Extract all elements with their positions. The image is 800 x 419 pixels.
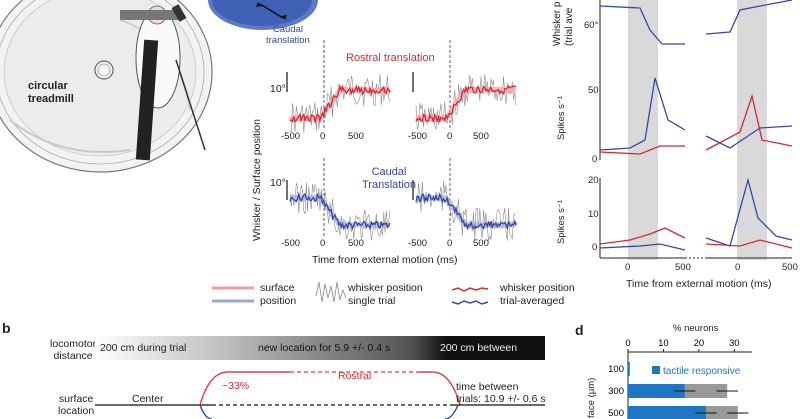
caudal-right-average [415, 192, 517, 231]
right-whisker-blue-left [599, 5, 685, 45]
x-tick-rt-neg500: -500 [281, 131, 301, 142]
right-tick-10: 10 [588, 209, 599, 220]
right-spikes-red-1 [599, 145, 685, 155]
panel-d-xtick-label-10: 10 [658, 338, 669, 349]
surface-location-label: surface location [58, 393, 95, 417]
new-location-label: new location for 5.9 +/- 0.4 s [258, 342, 391, 354]
right-x-label: Time from external motion (ms) [626, 278, 772, 290]
x-tick-r-neg500: -500 [408, 238, 428, 249]
between-label: 200 cm between [440, 342, 518, 354]
scale-top: 10° [270, 83, 286, 95]
x-tick-rtr-neg500: -500 [408, 131, 428, 142]
right-tick-0: 0 [592, 154, 598, 165]
panel-d-xtick-label-0: 0 [625, 338, 630, 349]
right-spikes-red-2b [705, 239, 793, 249]
right-whisker-blue-right [705, 0, 793, 35]
legend-whisker-position-1: whisker position [348, 282, 423, 294]
x-tick-rtr-500: 500 [473, 131, 489, 142]
panel-d-bar-tactile-500 [628, 406, 706, 419]
legend-single-trial-swatch [315, 281, 347, 303]
panel-d-label: d [575, 322, 584, 338]
x-tick-rt-0: 0 [320, 131, 326, 142]
legend-position: position [260, 295, 297, 307]
time-between-label: time between trials: 10.9 +/- 0.6 s [456, 381, 546, 405]
panel-d-xtick-label-30: 30 [729, 338, 740, 349]
right-x-tick-0a: 0 [625, 262, 631, 273]
legend-surface: surface [260, 282, 295, 294]
legend-whisker-red-swatch [451, 287, 489, 292]
caudal-globe [208, 0, 318, 30]
rostral-left-average [289, 84, 391, 125]
rostral-right-average [415, 84, 517, 124]
center-label: Center [132, 393, 164, 405]
panel-d-bar-tactile-100 [628, 362, 630, 376]
treadmill-label: circular treadmill [28, 80, 74, 105]
locomotor-gradient-bar [95, 336, 545, 360]
panel-d-category-300: 300 [608, 386, 624, 397]
legend-trial-averaged: trial-averaged [500, 295, 565, 307]
right-spikes-blue-2 [599, 243, 686, 251]
right-tick-50: 50 [588, 85, 599, 96]
right-angle-tick: 60° [584, 20, 599, 31]
x-tick-l-500: 500 [348, 238, 364, 249]
right-x-tick-500b: 500 [782, 262, 798, 273]
stimulus-shade-right [737, 0, 767, 260]
caudal-translation-label: Caudal translation [266, 24, 310, 46]
whisker-pole [175, 59, 206, 151]
x-tick-rtr-0: 0 [447, 131, 453, 142]
right-spikes-red-2 [599, 227, 686, 245]
caudal-title: Caudal Translation [362, 166, 417, 191]
caudal-left-average [289, 191, 391, 231]
right-tick-20: 20 [588, 175, 599, 186]
right-spikes-blue-1b [705, 125, 793, 149]
treadmill-arm [135, 39, 159, 161]
rostral-return [420, 371, 461, 406]
scale-bottom: 10° [270, 177, 286, 189]
locomotor-label: locomotor distance [50, 338, 97, 362]
panel-d-category-100: 100 [608, 364, 624, 375]
panel-d-xlabel: % neurons [673, 323, 719, 334]
legend-whisker-blue-swatch [451, 300, 489, 305]
panel-d-legend-text: tactile responsive [663, 366, 741, 377]
right-tick-0b: 0 [592, 242, 598, 253]
x-tick-l-0: 0 [320, 238, 326, 249]
panel-d-category-500: 500 [608, 408, 624, 419]
x-tick-rt-500: 500 [348, 131, 364, 142]
x-tick-r-500: 500 [473, 238, 489, 249]
legend-single-trial: single trial [348, 295, 396, 307]
right-spikes-red-1b [705, 93, 793, 151]
traces-x-label: Time from external motion (ms) [312, 254, 458, 266]
rostral-path [199, 371, 290, 406]
panel-d-xtick-label-20: 20 [694, 338, 705, 349]
panel-b-label: b [2, 320, 11, 336]
percent-label: ~33% [222, 380, 250, 392]
right-x-tick-0b: 0 [735, 262, 741, 273]
stimulus-shade-left [628, 0, 658, 260]
panel-d-legend-swatch [652, 366, 660, 374]
panel-d-bar-tactile-300 [628, 384, 685, 398]
during-trial-label: 200 cm during trial [100, 342, 187, 354]
rostral-title: Rostral translation [346, 52, 435, 64]
right-x-tick-500a: 500 [675, 262, 691, 273]
right-spikes-blue-1 [599, 77, 686, 151]
rostral-label: Rostral [338, 370, 372, 382]
x-tick-l-neg500: -500 [281, 238, 301, 249]
x-tick-r-0: 0 [447, 238, 453, 249]
legend-whisker-position-2: whisker position [500, 282, 575, 294]
